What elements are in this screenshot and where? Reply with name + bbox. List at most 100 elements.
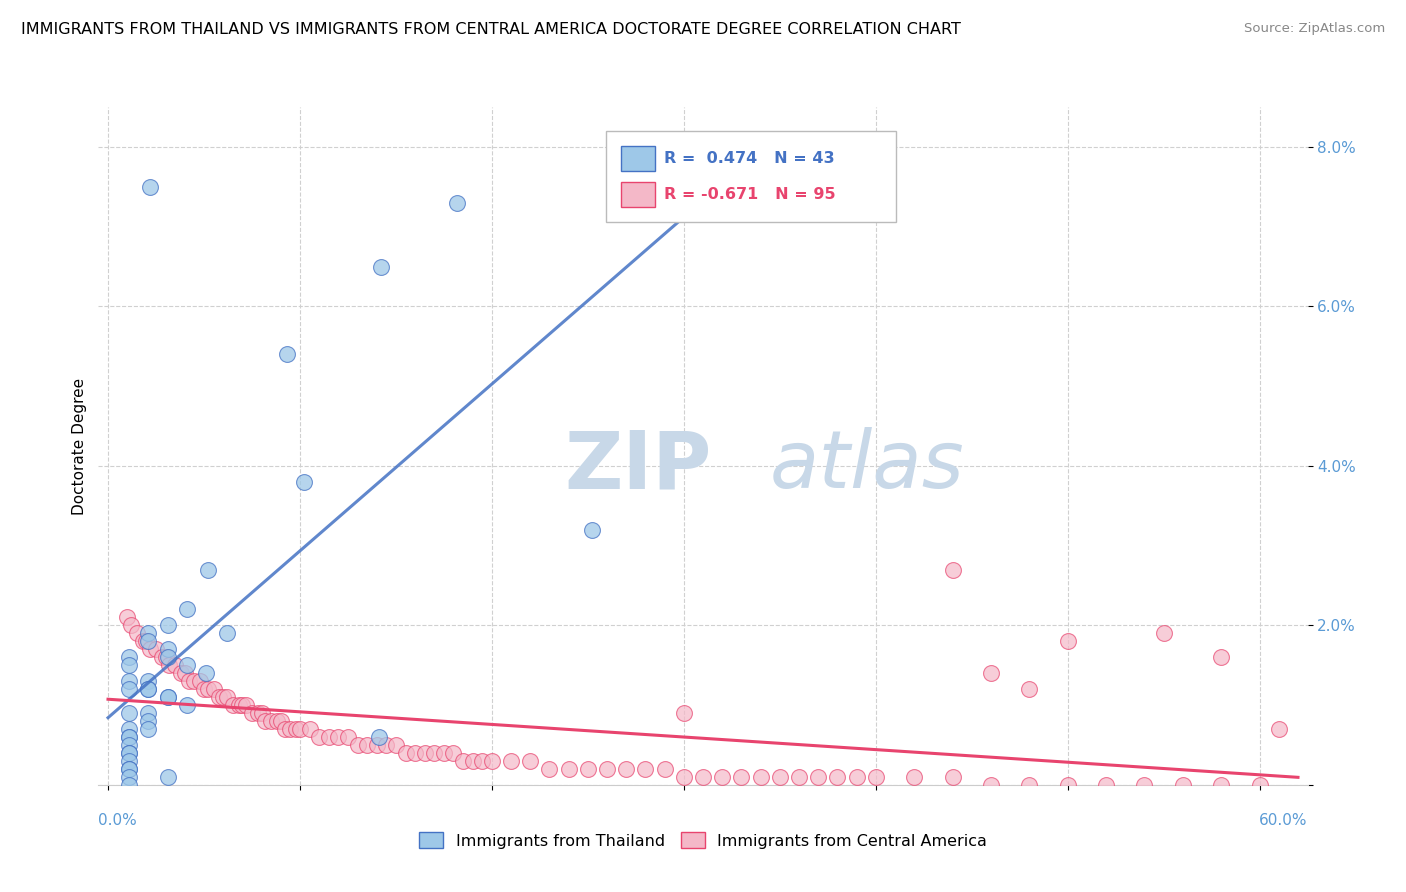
Point: [280, 722, 302, 736]
Point: [260, 714, 283, 728]
Point: [318, 730, 340, 744]
Point: [118, 730, 141, 744]
Point: [366, 738, 388, 752]
Point: [446, 195, 468, 210]
Point: [136, 682, 159, 697]
Point: [118, 674, 141, 689]
Point: [1171, 778, 1194, 792]
Point: [285, 722, 308, 736]
Point: [215, 690, 238, 705]
Point: [228, 698, 250, 713]
Point: [208, 690, 231, 705]
Point: [202, 682, 225, 697]
Point: [193, 682, 215, 697]
Point: [136, 722, 159, 736]
Point: [125, 626, 148, 640]
Point: [118, 738, 141, 752]
Y-axis label: Doctorate Degree: Doctorate Degree: [72, 377, 87, 515]
Point: [1056, 634, 1078, 648]
FancyBboxPatch shape: [606, 131, 897, 222]
Point: [672, 770, 695, 784]
Point: [1018, 778, 1040, 792]
Point: [118, 762, 141, 776]
Point: [1268, 722, 1291, 736]
Point: [188, 674, 211, 689]
Point: [336, 730, 359, 744]
Point: [845, 770, 868, 784]
Point: [1133, 778, 1156, 792]
Point: [176, 698, 198, 713]
Point: [576, 762, 599, 776]
Point: [250, 706, 273, 721]
Point: [423, 746, 446, 760]
Point: [903, 770, 925, 784]
Point: [711, 770, 734, 784]
Point: [827, 770, 849, 784]
Point: [136, 634, 159, 648]
Point: [769, 770, 792, 784]
Point: [177, 674, 200, 689]
Point: [194, 666, 217, 681]
Point: [139, 642, 162, 657]
Point: [170, 666, 193, 681]
Point: [1056, 778, 1078, 792]
Point: [413, 746, 436, 760]
Point: [156, 690, 179, 705]
Point: [367, 730, 389, 744]
Point: [941, 770, 963, 784]
Text: Source: ZipAtlas.com: Source: ZipAtlas.com: [1244, 22, 1385, 36]
Point: [118, 722, 141, 736]
Point: [370, 260, 392, 274]
Bar: [621, 145, 655, 171]
Point: [246, 706, 269, 721]
Point: [118, 682, 141, 697]
Point: [197, 682, 219, 697]
Point: [118, 762, 141, 776]
Point: [156, 618, 179, 632]
Point: [118, 706, 141, 721]
Legend: Immigrants from Thailand, Immigrants from Central America: Immigrants from Thailand, Immigrants fro…: [412, 826, 994, 855]
Point: [538, 762, 561, 776]
Point: [1018, 682, 1040, 697]
Point: [266, 714, 288, 728]
Point: [749, 770, 772, 784]
Point: [118, 770, 141, 784]
Point: [385, 738, 408, 752]
Point: [235, 698, 257, 713]
Point: [614, 762, 637, 776]
Point: [165, 658, 187, 673]
Point: [654, 762, 676, 776]
Point: [634, 762, 657, 776]
Point: [1249, 778, 1271, 792]
Point: [292, 475, 315, 489]
Text: atlas: atlas: [769, 427, 965, 506]
Point: [159, 658, 181, 673]
Point: [807, 770, 830, 784]
Point: [155, 650, 177, 665]
Point: [519, 754, 541, 768]
Point: [156, 650, 179, 665]
Point: [346, 738, 368, 752]
Point: [596, 762, 619, 776]
Text: 60.0%: 60.0%: [1260, 814, 1308, 828]
Point: [118, 650, 141, 665]
Point: [150, 650, 173, 665]
Point: [136, 682, 159, 697]
Point: [118, 746, 141, 760]
Text: ZIP: ZIP: [564, 427, 711, 506]
Point: [941, 563, 963, 577]
Point: [1153, 626, 1175, 640]
Point: [692, 770, 714, 784]
Point: [730, 770, 752, 784]
Point: [136, 674, 159, 689]
Point: [136, 626, 159, 640]
Point: [131, 634, 153, 648]
Point: [231, 698, 253, 713]
Point: [1211, 650, 1233, 665]
Point: [865, 770, 887, 784]
Point: [156, 770, 179, 784]
Point: [557, 762, 579, 776]
Point: [404, 746, 426, 760]
Point: [145, 642, 167, 657]
Point: [118, 746, 141, 760]
